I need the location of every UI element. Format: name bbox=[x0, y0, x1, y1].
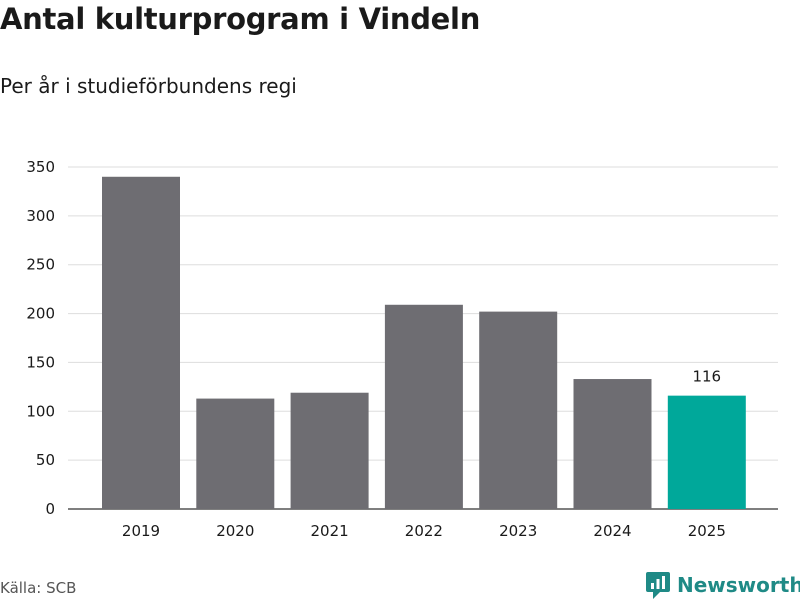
bar-2021 bbox=[290, 392, 369, 509]
y-tick-label: 350 bbox=[26, 158, 55, 176]
bar-2020 bbox=[196, 398, 275, 509]
chart-title: Antal kulturprogram i Vindeln bbox=[0, 2, 481, 36]
x-tick-label: 2022 bbox=[405, 522, 443, 540]
y-tick-label: 50 bbox=[36, 451, 55, 469]
bar-2019 bbox=[102, 176, 180, 509]
bar-2025 bbox=[667, 395, 746, 509]
chart-subtitle: Per år i studieförbundens regi bbox=[0, 74, 297, 98]
x-tick-label: 2024 bbox=[593, 522, 631, 540]
bars bbox=[102, 176, 746, 509]
source-note: Källa: SCB bbox=[0, 579, 77, 597]
newsworthy-logo: Newsworthy bbox=[645, 570, 800, 600]
newsworthy-icon bbox=[646, 572, 670, 599]
y-tick-label: 250 bbox=[26, 256, 55, 274]
gridlines bbox=[68, 166, 778, 510]
y-tick-label: 150 bbox=[26, 353, 55, 371]
y-tick-label: 300 bbox=[26, 207, 55, 225]
bar-2023 bbox=[479, 311, 558, 509]
x-tick-label: 2020 bbox=[216, 522, 254, 540]
x-tick-label: 2021 bbox=[311, 522, 349, 540]
bar-2022 bbox=[384, 304, 463, 509]
data-labels: 116 bbox=[692, 368, 721, 386]
y-tick-label: 200 bbox=[26, 305, 55, 323]
y-tick-label: 100 bbox=[26, 402, 55, 420]
brand-name: Newsworthy bbox=[677, 573, 800, 597]
y-axis-ticks: 0 50 100 150 200 250 300 350 bbox=[26, 158, 55, 518]
x-axis-ticks: 2019 2020 2021 2022 2023 2024 2025 bbox=[122, 522, 726, 540]
x-tick-label: 2025 bbox=[688, 522, 726, 540]
y-tick-label: 0 bbox=[45, 500, 55, 518]
data-label: 116 bbox=[692, 368, 721, 386]
x-tick-label: 2019 bbox=[122, 522, 160, 540]
x-tick-label: 2023 bbox=[499, 522, 537, 540]
bar-2024 bbox=[573, 379, 652, 509]
